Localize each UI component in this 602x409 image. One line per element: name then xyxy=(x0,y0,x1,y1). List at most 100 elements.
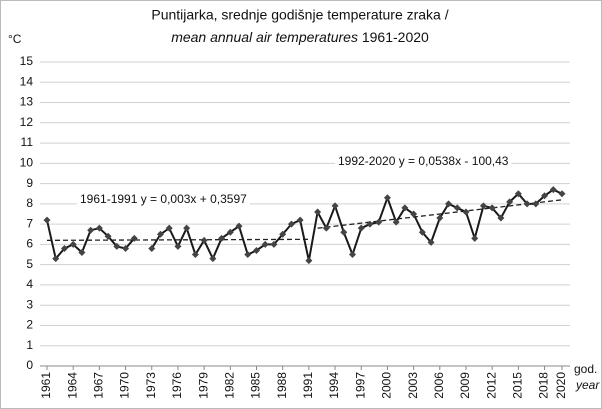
y-tick-label: 2 xyxy=(26,318,33,332)
x-tick-label: 1976 xyxy=(170,372,184,399)
x-tick-label: 1970 xyxy=(118,372,132,399)
y-tick-label: 12 xyxy=(20,115,34,129)
x-tick-label: 2006 xyxy=(432,372,446,399)
data-point xyxy=(261,240,269,248)
data-point xyxy=(514,190,522,198)
data-point xyxy=(549,186,557,194)
trend-label: 1961-1991 y = 0,003x + 0,3597 xyxy=(80,192,247,206)
data-point xyxy=(244,251,252,259)
y-tick-label: 4 xyxy=(26,277,33,291)
data-point xyxy=(148,244,156,252)
data-point xyxy=(445,200,453,208)
data-point xyxy=(296,216,304,224)
data-point xyxy=(122,244,130,252)
x-axis-label-italic: year xyxy=(575,378,600,392)
data-point xyxy=(453,204,461,212)
data-point xyxy=(235,222,243,230)
data-point xyxy=(322,224,330,232)
x-tick-label: 2020 xyxy=(554,372,568,399)
data-point xyxy=(401,204,409,212)
data-point xyxy=(523,200,531,208)
x-tick-label: 1973 xyxy=(144,372,158,399)
x-tick-label: 1994 xyxy=(327,372,341,399)
subtitle-italic: mean annual air temperatures xyxy=(171,29,358,45)
data-point xyxy=(209,255,217,263)
data-point xyxy=(558,190,566,198)
y-tick-label: 9 xyxy=(26,176,33,190)
x-tick-label: 1988 xyxy=(275,372,289,399)
x-tick-label: 1964 xyxy=(65,372,79,399)
y-tick-label: 15 xyxy=(20,54,34,68)
y-tick-label: 7 xyxy=(26,216,33,230)
data-point xyxy=(69,240,77,248)
x-tick-label: 2000 xyxy=(380,372,394,399)
data-point xyxy=(340,228,348,236)
x-tick-label: 1982 xyxy=(222,372,236,399)
data-point xyxy=(270,240,278,248)
y-tick-label: 0 xyxy=(26,358,33,372)
data-point xyxy=(156,230,164,238)
data-point xyxy=(479,202,487,210)
y-tick-label: 6 xyxy=(26,237,33,251)
data-point xyxy=(314,208,322,216)
y-unit: °C xyxy=(8,32,22,46)
trendline xyxy=(46,238,309,241)
data-point xyxy=(366,220,374,228)
x-tick-label: 2015 xyxy=(511,372,525,399)
data-point xyxy=(113,242,121,250)
data-point xyxy=(226,228,234,236)
data-point xyxy=(60,244,68,252)
data-point xyxy=(218,234,226,242)
x-axis-label: god. xyxy=(574,362,597,376)
data-point xyxy=(488,204,496,212)
data-point xyxy=(78,249,86,257)
data-point xyxy=(392,218,400,226)
trendline xyxy=(317,199,563,229)
data-point xyxy=(427,238,435,246)
trend-label: 1992-2020 y = 0,0538x - 100,43 xyxy=(338,154,509,168)
y-tick-label: 14 xyxy=(20,74,34,88)
data-point xyxy=(165,224,173,232)
data-point xyxy=(130,234,138,242)
data-point xyxy=(305,257,313,265)
data-point xyxy=(331,202,339,210)
data-point xyxy=(410,210,418,218)
data-point xyxy=(200,236,208,244)
data-point xyxy=(357,224,365,232)
data-point xyxy=(497,214,505,222)
trend-label-bg xyxy=(335,153,512,171)
data-point xyxy=(95,224,103,232)
data-point xyxy=(532,200,540,208)
chart-subtitle: mean annual air temperatures 1961-2020 xyxy=(171,29,429,45)
data-point xyxy=(174,242,182,250)
y-tick-label: 5 xyxy=(26,257,33,271)
chart-title: Puntijarka, srednje godišnje temperature… xyxy=(151,7,448,23)
y-tick-label: 3 xyxy=(26,297,33,311)
data-point xyxy=(252,246,260,254)
data-point xyxy=(436,214,444,222)
subtitle-years: 1961-2020 xyxy=(362,29,429,45)
data-point xyxy=(87,226,95,234)
y-tick-label: 8 xyxy=(26,196,33,210)
y-tick-label: 1 xyxy=(26,338,33,352)
data-point xyxy=(191,251,199,259)
data-point xyxy=(104,232,112,240)
x-tick-label: 1979 xyxy=(196,372,210,399)
data-point xyxy=(418,228,426,236)
x-tick-label: 2012 xyxy=(484,372,498,399)
x-tick-label: 1961 xyxy=(39,372,53,399)
x-tick-label: 1991 xyxy=(301,372,315,399)
x-tick-label: 1985 xyxy=(249,372,263,399)
x-tick-label: 1967 xyxy=(92,372,106,399)
data-point xyxy=(541,192,549,200)
x-tick-label: 1997 xyxy=(353,372,367,399)
data-point xyxy=(183,224,191,232)
trend-label-bg xyxy=(77,191,250,209)
data-point xyxy=(349,251,357,259)
data-point xyxy=(287,220,295,228)
y-tick-label: 11 xyxy=(21,135,34,149)
x-tick-label: 2009 xyxy=(458,372,472,399)
data-point xyxy=(43,216,51,224)
